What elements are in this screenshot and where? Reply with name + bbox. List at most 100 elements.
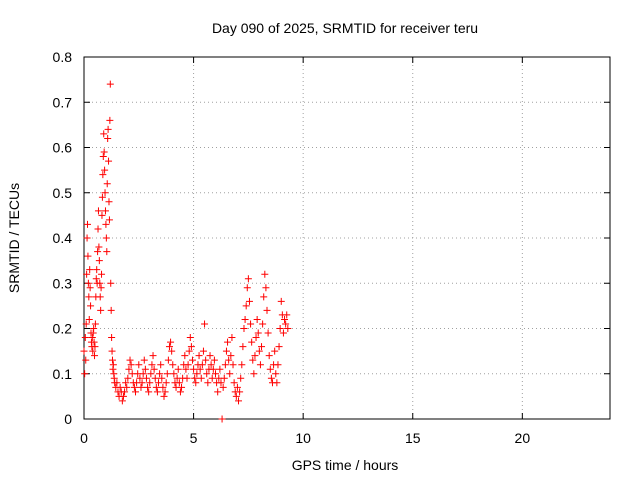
data-point	[237, 374, 245, 382]
data-point	[225, 356, 233, 364]
data-point	[216, 365, 224, 373]
data-point	[201, 320, 209, 328]
data-point	[214, 388, 222, 396]
y-axis-label: SRMTID / TECUs	[6, 183, 22, 293]
data-point	[105, 157, 113, 165]
data-point	[169, 361, 177, 369]
data-point	[147, 370, 155, 378]
data-point	[108, 356, 116, 364]
data-point	[122, 379, 130, 387]
data-point	[262, 284, 270, 292]
data-point	[235, 397, 243, 405]
data-point	[264, 329, 272, 337]
x-tick-label: 15	[405, 430, 421, 446]
data-point	[244, 275, 252, 283]
data-point	[86, 284, 94, 292]
data-point	[132, 388, 140, 396]
y-tick-label: 0.5	[53, 185, 73, 201]
data-point	[163, 370, 171, 378]
data-point	[104, 134, 112, 142]
data-point	[102, 220, 110, 228]
x-tick-label: 0	[80, 430, 88, 446]
data-point	[164, 356, 172, 364]
data-point	[144, 383, 152, 391]
y-tick-label: 0.1	[53, 366, 73, 382]
data-point	[140, 356, 148, 364]
data-point	[97, 306, 105, 314]
data-point	[99, 171, 107, 179]
data-point	[165, 343, 173, 351]
x-tick-label: 5	[190, 430, 198, 446]
data-point	[265, 352, 273, 360]
data-point	[176, 388, 184, 396]
data-point	[107, 279, 115, 287]
data-point	[232, 392, 240, 400]
data-point	[142, 374, 150, 382]
data-point	[183, 374, 191, 382]
data-point	[242, 302, 250, 310]
data-point	[248, 338, 256, 346]
data-point	[191, 374, 199, 382]
data-point	[233, 383, 241, 391]
data-point	[204, 379, 212, 387]
data-point	[139, 370, 147, 378]
data-point	[81, 334, 89, 342]
data-point	[101, 189, 109, 197]
data-point	[106, 116, 114, 124]
data-point	[162, 379, 170, 387]
data-point	[90, 325, 98, 332]
data-point	[102, 234, 110, 242]
data-point	[190, 365, 198, 373]
data-point	[283, 311, 291, 319]
data-point	[250, 370, 258, 378]
data-point	[107, 306, 115, 314]
data-point	[243, 284, 251, 292]
data-point	[135, 361, 143, 369]
data-point	[109, 361, 117, 369]
data-point	[212, 370, 219, 378]
data-point	[239, 343, 247, 351]
data-point	[103, 248, 111, 256]
data-point	[82, 356, 90, 364]
data-point	[90, 338, 98, 346]
data-point	[94, 207, 102, 215]
data-point	[80, 347, 88, 355]
data-point	[160, 392, 168, 400]
data-point	[91, 343, 99, 351]
x-axis-label: GPS time / hours	[292, 457, 399, 473]
data-point	[84, 252, 92, 260]
data-point	[116, 383, 124, 391]
data-point	[281, 315, 289, 323]
data-point	[157, 361, 165, 369]
data-point	[121, 388, 129, 396]
data-point	[92, 275, 100, 283]
data-point	[181, 352, 189, 360]
data-point	[81, 370, 89, 378]
data-point	[282, 320, 290, 328]
data-point	[284, 325, 292, 332]
data-point	[159, 383, 167, 391]
data-point	[186, 334, 194, 342]
data-point	[208, 374, 216, 382]
data-point	[153, 388, 161, 396]
data-point	[83, 270, 91, 278]
data-point	[218, 415, 226, 423]
data-point	[185, 347, 193, 355]
data-point	[91, 320, 99, 328]
data-points	[80, 80, 292, 423]
data-point	[119, 392, 127, 400]
data-point	[127, 361, 135, 369]
data-point	[138, 379, 146, 387]
data-point	[97, 284, 105, 292]
y-tick-label: 0.4	[53, 230, 73, 246]
data-point	[255, 347, 263, 355]
data-point	[85, 315, 93, 323]
data-point	[254, 329, 262, 337]
data-point	[226, 370, 234, 378]
data-point	[94, 248, 102, 256]
data-point	[130, 383, 138, 391]
data-point	[251, 352, 259, 360]
data-point	[253, 315, 261, 323]
x-tick-label: 20	[515, 430, 531, 446]
data-point	[238, 361, 246, 369]
